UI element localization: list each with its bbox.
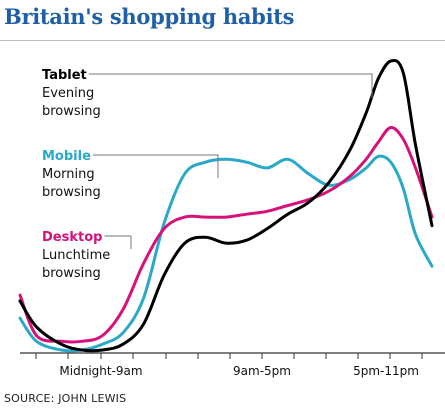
x-tick-label: 5pm-11pm [353,364,419,378]
series-annotation-line: browsing [42,104,101,119]
x-axis [20,352,445,359]
series-line-tablet [18,58,434,353]
series-annotation-line: Evening [42,86,94,101]
series-line-desktop [18,126,434,344]
series-label-desktop: Desktop [42,230,102,245]
series-annotations: Tablet Evening browsing Mobile Morning browsi… [42,68,373,281]
title-divider [0,40,445,41]
x-tick-label: Midnight-9am [59,364,142,378]
series-lines [18,58,434,353]
annotation-leader-line [92,154,219,178]
source-note: SOURCE: JOHN LEWIS [4,392,127,405]
annotation-leader-line [88,73,373,98]
series-annotation-line: Lunchtime [42,248,110,263]
annotation-leader-line [104,235,132,249]
series-annotation-line: browsing [42,185,101,200]
series-annotation-line: browsing [42,266,101,281]
x-tick-label: 9am-5pm [233,364,291,378]
series-line-mobile [18,154,434,353]
page-title: Britain's shopping habits [4,4,295,29]
series-label-tablet: Tablet [42,68,87,83]
series-label-mobile: Mobile [42,149,91,164]
series-annotation-line: Morning [42,167,95,182]
x-tick-labels: Midnight-9am 9am-5pm 5pm-11pm [59,364,419,378]
